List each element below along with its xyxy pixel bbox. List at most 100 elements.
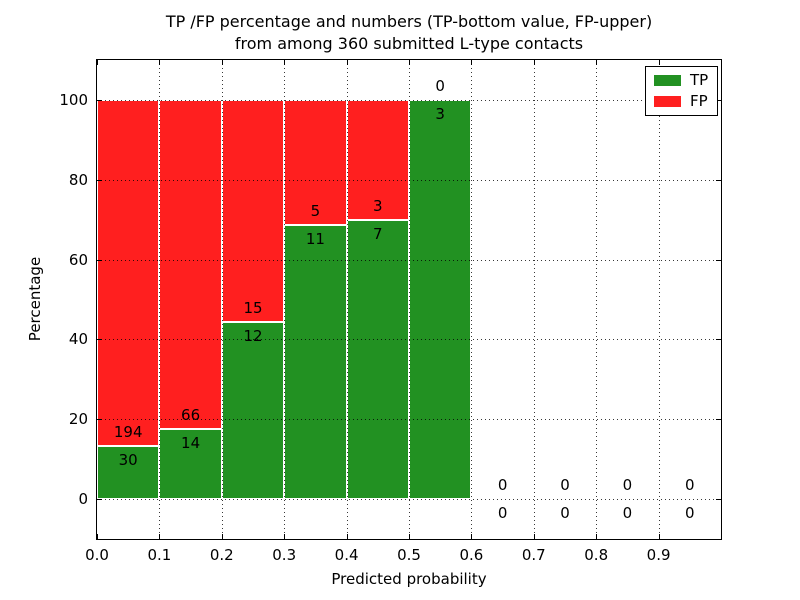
fp-count-label: 0 [622,476,633,495]
y-tick-mark [97,419,102,421]
legend-entry: TP [654,73,708,88]
y-tick-mark [716,259,721,261]
y-tick-label: 60 [68,250,88,269]
vertical-gridline [409,60,410,539]
tp-bar-segment [97,445,160,500]
tp-count-label: 0 [685,504,695,523]
tp-count-label: 0 [560,504,570,523]
fp-bar-segment [221,99,285,322]
fp-bar-segment [159,99,222,430]
y-tick-mark [716,419,721,421]
vertical-gridline [346,60,348,539]
vertical-gridline [596,60,598,539]
x-tick-mark [159,534,161,539]
x-tick-mark [284,534,286,539]
fp-bar-segment [346,99,409,220]
x-tick-mark [97,60,98,65]
tp-count-label: 11 [305,229,325,248]
y-tick-label: 0 [78,490,88,509]
legend: TP FP [645,66,719,116]
tp-count-label: 0 [497,504,508,523]
vertical-gridline [471,60,473,539]
tp-bar-segment [284,224,347,500]
y-tick-mark [97,99,102,101]
y-tick-label: 100 [59,90,88,109]
x-tick-label: 0.7 [521,546,546,564]
tp-bar-segment [409,99,472,500]
x-tick-label: 0.9 [646,546,671,564]
x-tick-mark [471,534,473,539]
tp-count-label: 3 [435,104,445,123]
x-tick-mark [533,534,535,539]
fp-count-label: 3 [373,196,383,215]
fp-count-label: 0 [685,476,695,495]
x-tick-mark [596,60,598,65]
fp-bar-segment [97,99,160,446]
vertical-gridline [533,60,535,539]
x-tick-mark [658,60,660,65]
legend-entry: FP [654,94,708,109]
y-tick-mark [716,339,721,341]
legend-entry-label: TP [690,71,709,89]
x-tick-mark [533,60,535,65]
x-tick-label: 0.8 [584,546,609,564]
fp-count-label: 66 [181,406,201,425]
fp-count-label: 5 [310,201,321,220]
x-tick-mark [409,60,410,65]
chart-title-line2: from among 360 submitted L-type contacts [234,34,584,53]
fp-count-label: 194 [113,422,143,441]
fp-count-label: 0 [560,476,570,495]
x-tick-label: 0.4 [334,546,359,564]
plot-area: TP FP 194 30 66 14 15 12 5 11 3 7 0 3 0 0 0 0 0 0 0 0 [96,59,722,540]
y-tick-label: 40 [68,330,88,349]
tp-count-label: 0 [622,504,633,523]
fp-count-label: 0 [497,476,508,495]
x-tick-label: 0.2 [209,546,234,564]
x-tick-mark [346,534,348,539]
x-tick-mark [658,534,660,539]
x-tick-mark [97,534,98,539]
tp-count-label: 14 [181,434,201,453]
x-tick-mark [221,534,223,539]
tp-bar-segment [221,321,285,500]
x-tick-mark [159,60,161,65]
tp-count-label: 30 [118,450,138,469]
x-tick-label: 0.0 [85,546,109,564]
y-tick-mark [716,499,721,501]
y-tick-mark [716,179,721,181]
y-tick-label: 80 [68,170,88,189]
x-tick-mark [471,60,473,65]
x-tick-mark [221,60,223,65]
y-tick-mark [716,99,721,101]
tp-bar-segment [159,429,222,500]
legend-entry-label: FP [690,92,708,110]
x-tick-mark [346,60,348,65]
tp-bar-segment [346,219,409,500]
chart-title-line1: TP /FP percentage and numbers (TP-bottom… [165,12,653,31]
x-tick-label: 0.3 [272,546,297,564]
tp-legend-swatch [654,75,681,86]
tp-count-label: 12 [243,326,263,345]
x-tick-mark [409,534,410,539]
y-tick-mark [97,339,102,341]
tp-count-label: 7 [373,224,383,243]
fp-count-label: 15 [243,298,263,317]
vertical-gridline [221,60,223,539]
fp-count-label: 0 [435,76,445,95]
x-tick-label: 0.1 [147,546,172,564]
y-tick-mark [97,179,102,181]
y-tick-mark [97,499,102,501]
x-tick-label: 0.5 [397,546,421,564]
y-axis-label: Percentage [26,256,44,342]
x-tick-mark [596,534,598,539]
y-tick-mark [97,259,102,261]
chart-title: TP /FP percentage and numbers (TP-bottom… [97,11,721,55]
x-axis-label: Predicted probability [331,570,487,588]
vertical-gridline [159,60,161,539]
x-tick-label: 0.6 [459,546,484,564]
vertical-gridline [284,60,286,539]
y-tick-label: 20 [68,410,88,429]
fp-legend-swatch [654,96,681,107]
x-tick-mark [284,60,286,65]
